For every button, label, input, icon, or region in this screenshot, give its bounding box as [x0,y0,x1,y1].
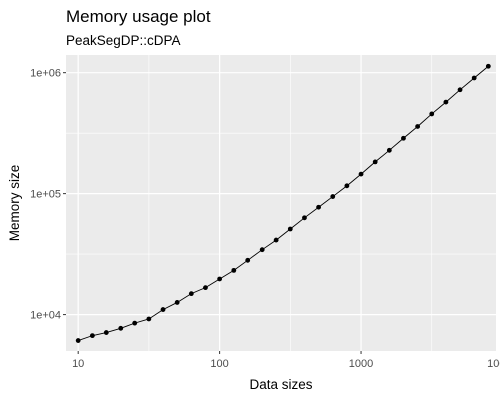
data-point [485,63,491,69]
data-point [75,338,81,343]
grid-lines [66,55,496,351]
data-point [330,194,336,199]
data-point [118,325,124,331]
data-series [75,63,491,343]
x-tick-label: 100 [210,358,228,370]
data-point [471,75,477,81]
x-axis-title: Data sizes [249,377,312,392]
series-line [78,65,489,341]
y-axis-title: Memory size [7,165,22,242]
chart-title: Memory usage plot [66,7,211,26]
x-axis: 10 100 1000 10000 [72,351,500,370]
y-axis: 1e+04 1e+05 1e+06 [30,68,66,322]
data-point [415,124,421,129]
data-point [401,135,406,141]
data-point [429,111,435,117]
chart-subtitle: PeakSegDP::cDPA [66,33,181,48]
data-point [316,204,321,210]
y-tick-label: 1e+06 [30,68,61,80]
data-point [203,285,208,291]
data-point [287,226,293,232]
data-point [344,183,350,189]
data-point [89,333,95,339]
data-point [132,320,138,326]
y-tick-label: 1e+04 [30,310,61,322]
plot-panel [66,55,496,351]
data-point [174,300,180,305]
data-point [146,316,152,322]
data-point [273,237,279,243]
data-point [245,257,251,263]
data-point [457,87,463,93]
data-point [217,276,223,282]
x-tick-label: 1000 [349,358,373,370]
x-tick-label: 10 [72,358,84,370]
data-point [302,215,307,221]
data-point [372,159,378,165]
data-point [160,307,166,312]
data-point [231,267,237,273]
data-point [188,291,194,297]
y-tick-label: 1e+05 [30,189,61,201]
x-tick-label: 10000 [487,358,500,370]
data-point [103,330,109,335]
data-point [443,99,449,105]
data-point [386,147,392,153]
data-point [259,247,265,253]
data-point [358,171,364,177]
